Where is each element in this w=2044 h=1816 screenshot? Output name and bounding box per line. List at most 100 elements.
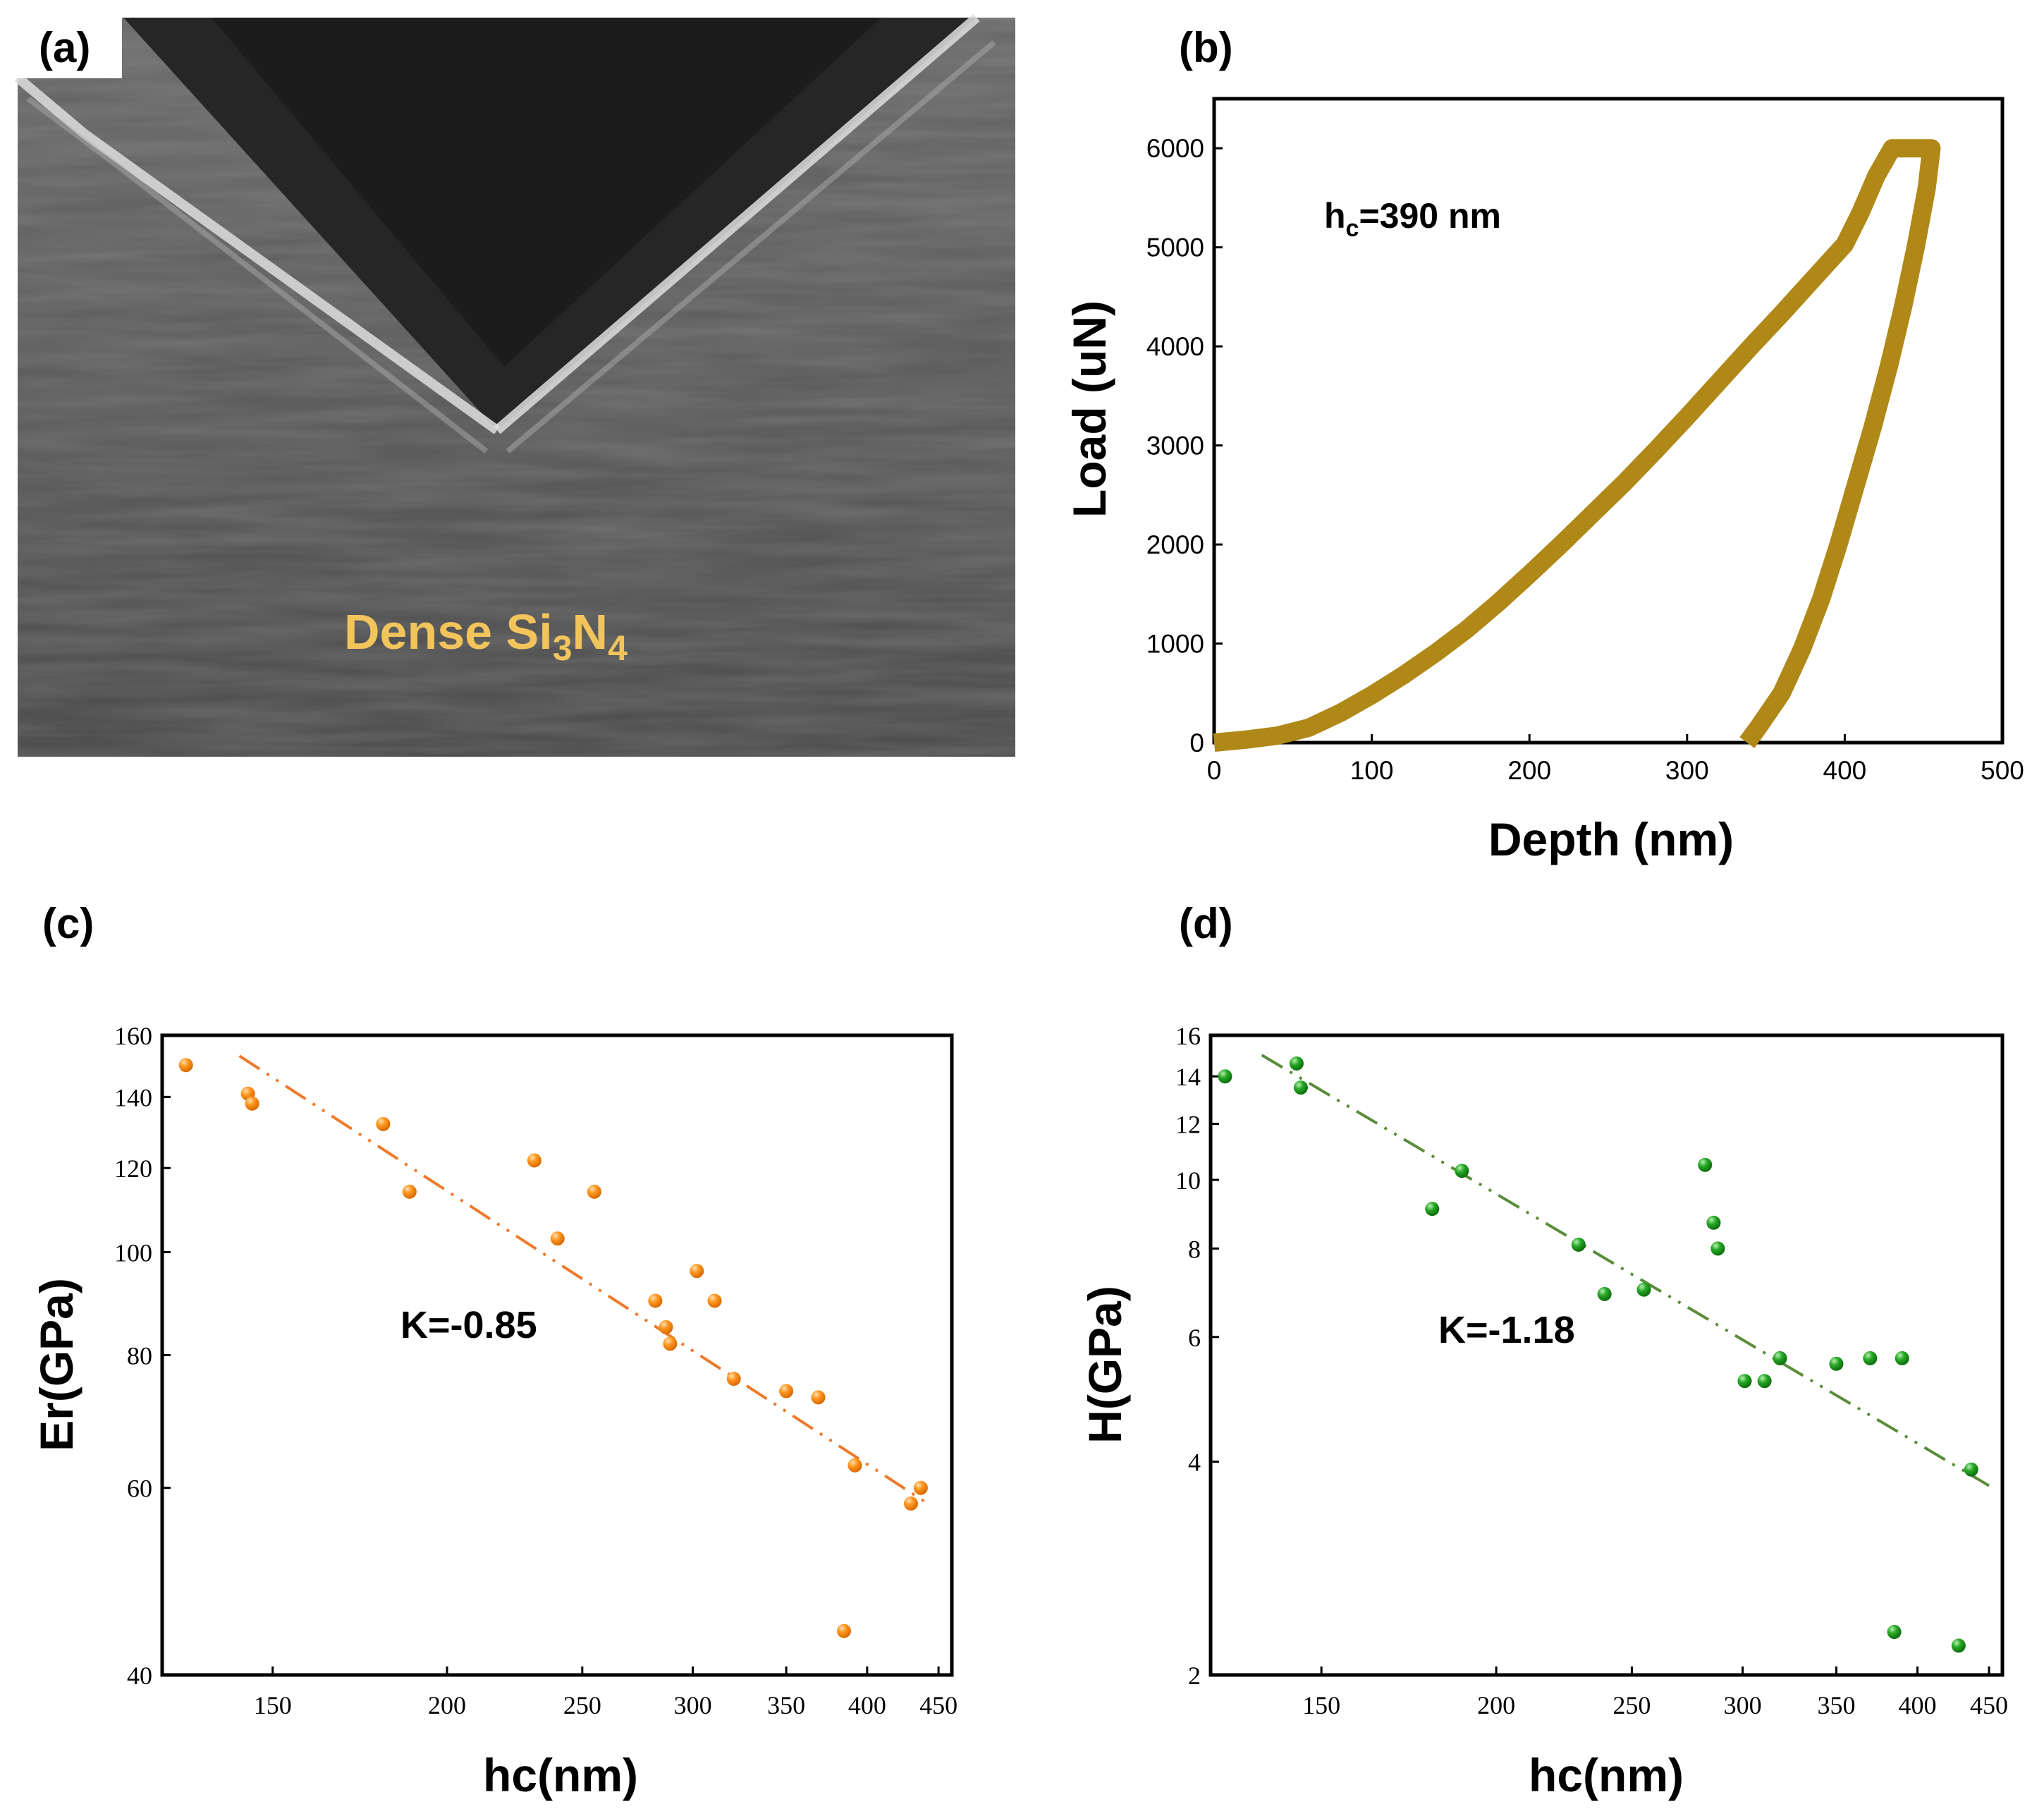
y-tick-label: 120 xyxy=(114,1154,152,1183)
panel-label-b: (b) xyxy=(1179,24,1233,71)
data-point xyxy=(402,1184,417,1199)
data-point xyxy=(690,1264,704,1279)
y-tick-label: 60 xyxy=(127,1475,152,1503)
x-tick-label: 350 xyxy=(767,1691,805,1719)
data-point xyxy=(648,1293,663,1308)
panel-label-a: (a) xyxy=(39,24,90,71)
data-point xyxy=(1887,1625,1902,1640)
data-point xyxy=(1757,1374,1772,1389)
plot-frame xyxy=(160,1033,954,1677)
fit-line xyxy=(238,1054,929,1505)
data-point xyxy=(178,1058,193,1073)
k-annotation-c: K=-0.85 xyxy=(400,1304,537,1346)
data-point xyxy=(913,1480,928,1495)
y-axis-title-b: Load (uN) xyxy=(1063,300,1115,518)
y-tick-label: 8 xyxy=(1188,1235,1201,1263)
data-point xyxy=(1737,1374,1752,1389)
data-point xyxy=(1636,1282,1651,1297)
data-point xyxy=(1293,1080,1308,1095)
load-depth-chart: 0 100 200 300 400 500010002000300040005000600… xyxy=(1146,97,2024,785)
x-tick-label: 250 xyxy=(563,1691,601,1719)
y-tick-label: 4 xyxy=(1188,1449,1201,1477)
y-tick-label: 6 xyxy=(1188,1324,1201,1352)
data-point xyxy=(1829,1356,1844,1371)
load-curve-line xyxy=(1213,139,1941,752)
panel-label-c: (c) xyxy=(42,900,94,947)
x-tick-label: 300 xyxy=(1665,756,1709,785)
x-tick-label: 300 xyxy=(1724,1691,1762,1719)
data-point xyxy=(837,1623,852,1638)
data-point xyxy=(1571,1237,1586,1252)
data-point xyxy=(904,1496,919,1511)
x-tick-label: 350 xyxy=(1817,1691,1855,1719)
y-tick-label: 4000 xyxy=(1146,332,1204,361)
fit-line xyxy=(1261,1054,1990,1487)
y-tick-label: 80 xyxy=(127,1342,152,1370)
y-tick-label: 16 xyxy=(1175,1022,1201,1050)
y-tick-label: 1000 xyxy=(1146,630,1204,659)
panel-c: (c) 150 200 250 300 350 400 450 40 60 80 100 120 140… xyxy=(30,900,957,1801)
data-point xyxy=(1455,1164,1469,1178)
x-tick-label: 200 xyxy=(428,1691,466,1719)
sem-annotation: Dense Si3N4 xyxy=(344,604,628,668)
data-point xyxy=(1706,1215,1721,1230)
y-tick-label: 2 xyxy=(1188,1662,1201,1690)
x-tick-label: 450 xyxy=(919,1691,957,1719)
x-tick-label: 150 xyxy=(254,1691,292,1719)
data-point xyxy=(376,1116,391,1131)
data-point xyxy=(811,1390,826,1405)
x-tick-label: 400 xyxy=(848,1691,886,1719)
data-point xyxy=(707,1293,722,1308)
panel-a: (a) Dense Si3N4 xyxy=(14,13,1015,757)
x-tick-label: 100 xyxy=(1350,756,1394,785)
data-point xyxy=(245,1096,259,1111)
data-point xyxy=(847,1458,862,1473)
data-point xyxy=(1711,1241,1725,1256)
x-tick-label: 200 xyxy=(1477,1691,1515,1719)
data-point xyxy=(1964,1462,1978,1477)
y-tick-label: 0 xyxy=(1189,729,1204,757)
data-point xyxy=(1218,1069,1232,1084)
y-axis-title-c: Er(GPa) xyxy=(30,1278,82,1451)
panel-d: (d) 150 200 250 300 350 400 450 2 4 6 8 10 12 14 16 K=… xyxy=(1079,900,2008,1801)
x-tick-label: 500 xyxy=(1981,756,2024,785)
y-tick-label: 160 xyxy=(114,1022,152,1050)
x-axis-title-d: hc(nm) xyxy=(1529,1749,1684,1801)
x-tick-label: 250 xyxy=(1612,1691,1651,1719)
x-tick-label: 200 xyxy=(1507,756,1551,785)
x-tick-label: 150 xyxy=(1302,1691,1340,1719)
panel-b: (b) 0 100 200 300 400 50001000200030004000500… xyxy=(1063,24,2024,865)
data-point xyxy=(1425,1202,1440,1217)
x-axis-title-b: Depth (nm) xyxy=(1488,813,1734,865)
y-tick-label: 40 xyxy=(127,1662,152,1690)
data-point xyxy=(1773,1351,1787,1365)
y-tick-label: 140 xyxy=(114,1083,152,1111)
x-tick-label: 300 xyxy=(674,1691,712,1719)
data-point xyxy=(1698,1157,1713,1172)
plot-frame xyxy=(1208,1033,2005,1677)
h-hc-chart: 150 200 250 300 350 400 450 2 4 6 8 10 12 14 16 xyxy=(1175,1022,2008,1719)
data-point xyxy=(663,1336,678,1351)
y-tick-label: 10 xyxy=(1175,1166,1201,1195)
y-tick-label: 5000 xyxy=(1146,233,1204,262)
plot-frame xyxy=(1212,97,2005,745)
data-point xyxy=(527,1153,541,1168)
panel-label-d: (d) xyxy=(1179,900,1233,947)
y-axis-title-d: H(GPa) xyxy=(1079,1286,1131,1444)
data-point xyxy=(1951,1638,1966,1653)
y-tick-label: 6000 xyxy=(1146,134,1204,163)
data-point xyxy=(726,1372,741,1387)
data-point xyxy=(1895,1351,1909,1365)
x-tick-label: 450 xyxy=(1970,1691,2008,1719)
x-tick-label: 400 xyxy=(1899,1691,1937,1719)
hc-annotation: hc=390 nm xyxy=(1324,196,1501,242)
y-tick-label: 14 xyxy=(1175,1063,1201,1091)
data-point xyxy=(550,1231,565,1246)
data-point xyxy=(1863,1351,1878,1365)
y-tick-label: 2000 xyxy=(1146,530,1204,559)
x-tick-label: 400 xyxy=(1823,756,1867,785)
y-tick-label: 100 xyxy=(114,1239,152,1267)
data-point xyxy=(587,1184,601,1199)
data-point xyxy=(1289,1056,1304,1071)
